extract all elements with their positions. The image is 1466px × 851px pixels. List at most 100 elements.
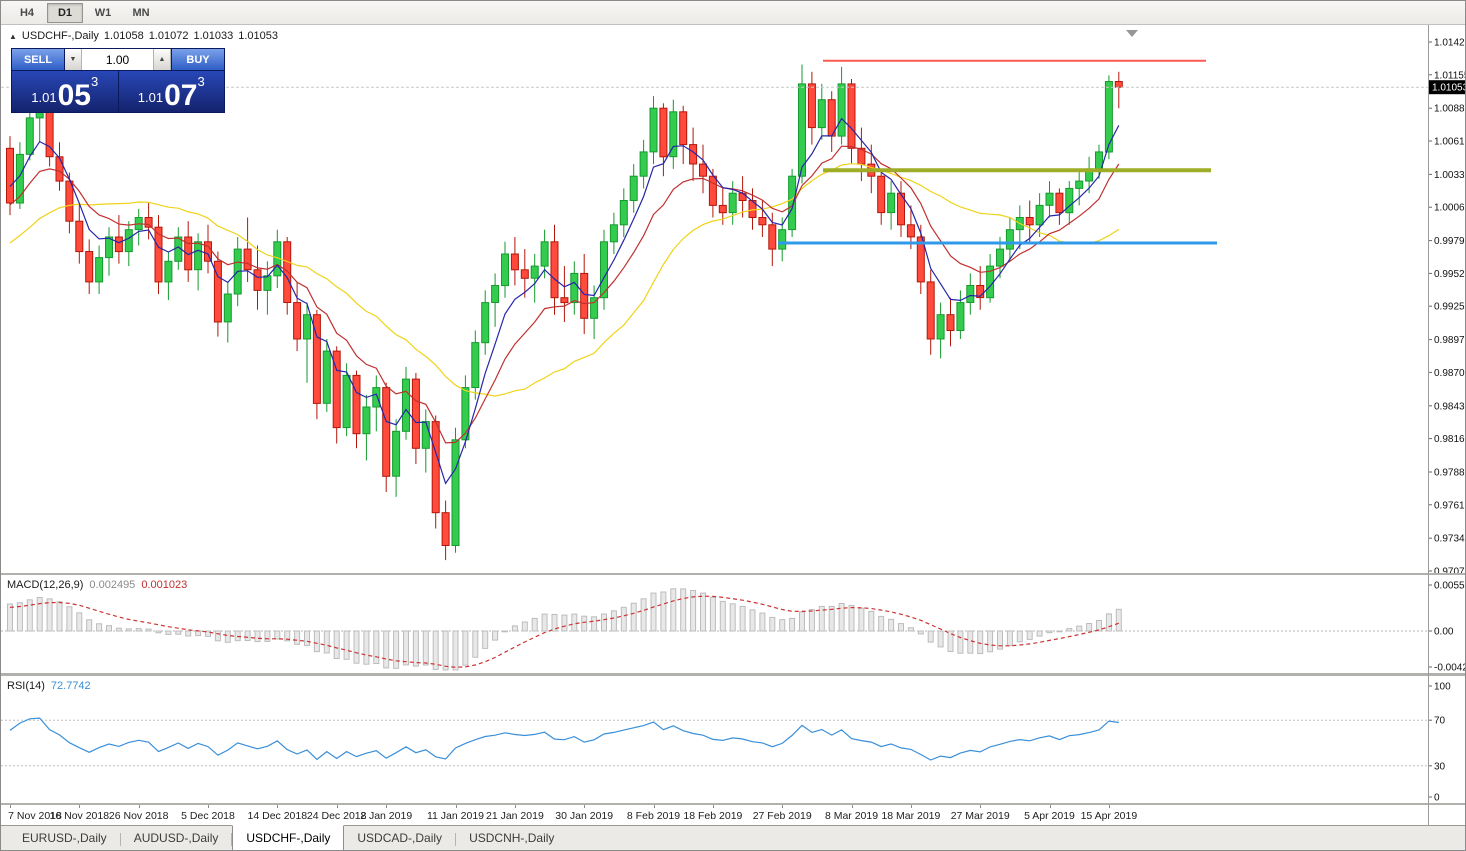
chart-shift-marker-icon[interactable] — [1126, 30, 1138, 37]
candle — [1005, 217, 1014, 262]
tab-usdcad-daily[interactable]: USDCAD-,Daily — [357, 831, 443, 845]
candle — [768, 212, 777, 267]
time-axis-tick — [910, 805, 912, 808]
candle — [530, 254, 539, 303]
sell-button[interactable]: SELL — [12, 49, 65, 70]
timeframe-button-mn[interactable]: MN — [132, 6, 150, 19]
tab-usdchf-daily[interactable]: USDCHF-,Daily — [232, 825, 345, 850]
tab-separator — [119, 833, 121, 846]
candle — [877, 168, 886, 225]
candle — [134, 209, 143, 246]
svg-text:1.01053: 1.01053 — [1432, 83, 1466, 94]
volume-decrement-button[interactable]: ▼ — [65, 49, 82, 70]
candle — [946, 297, 955, 347]
candle — [461, 375, 470, 449]
timeframe-button-w1[interactable]: W1 — [94, 6, 112, 19]
time-axis-tick — [980, 805, 982, 808]
ma-fast-line — [9, 117, 1120, 485]
candle — [1035, 193, 1044, 237]
svg-text:1.01155: 1.01155 — [1434, 70, 1466, 81]
buy-price-prefix: 1.01 — [137, 90, 164, 105]
chart-tab-bar: EURUSD-,Daily AUDUSD-,Daily USDCHF-,Dail… — [1, 825, 1465, 850]
candle — [817, 83, 826, 140]
candle — [263, 261, 272, 315]
time-axis-label: 18 Mar 2019 — [881, 810, 941, 822]
chart-open-value: 1.01058 — [103, 30, 144, 42]
chart-title: ▲ USDCHF-,Daily 1.01058 1.01072 1.01033 … — [9, 30, 278, 42]
volume-input[interactable] — [82, 51, 153, 68]
price-chart-canvas[interactable]: 1.01425 1.01155 1.00880 1.00610 1.00335 1.000… — [1, 25, 1466, 573]
candle — [788, 168, 797, 237]
candle — [45, 105, 54, 167]
candle — [609, 212, 618, 254]
panel-separator[interactable] — [1, 673, 1465, 676]
time-axis-label: 2 Jan 2019 — [360, 810, 413, 822]
time-axis[interactable]: 7 Nov 2018 16 Nov 2018 26 Nov 2018 5 Dec 20… — [1, 805, 1428, 825]
candle — [65, 172, 74, 234]
time-axis-tick — [653, 805, 655, 808]
trade-prices-row: 1.01 05 3 1.01 07 3 — [12, 71, 224, 112]
svg-text:100: 100 — [1434, 682, 1451, 693]
macd-axis[interactable]: 0.005571 0.00 -0.004224 — [1428, 581, 1466, 674]
candle — [540, 229, 549, 279]
buy-button[interactable]: BUY — [171, 49, 224, 70]
candle — [639, 139, 648, 189]
time-axis-label: 18 Feb 2019 — [683, 810, 743, 822]
candle — [966, 273, 975, 315]
rsi-axis[interactable]: 100 70 30 0 — [1428, 682, 1451, 804]
timeframe-button-h4[interactable]: H4 — [19, 6, 35, 19]
time-axis-label: 26 Nov 2018 — [108, 810, 169, 822]
rsi-name: RSI(14) — [7, 680, 45, 692]
candle — [1104, 75, 1113, 160]
candle — [154, 215, 163, 294]
timeframe-button-d1[interactable]: D1 — [47, 2, 83, 23]
panel-separator[interactable] — [1, 803, 1465, 805]
time-axis-label: 8 Feb 2019 — [626, 810, 681, 822]
candle — [471, 330, 480, 400]
volume-increment-button[interactable]: ▲ — [154, 49, 171, 70]
tab-separator — [455, 833, 457, 846]
buy-price-display[interactable]: 1.01 07 3 — [119, 71, 225, 112]
rsi-panel-canvas[interactable]: 100 70 30 0 — [1, 676, 1466, 803]
candle — [372, 375, 381, 432]
ma-medium-line — [9, 145, 1120, 444]
candles-layer — [6, 64, 1123, 561]
candle — [728, 181, 737, 225]
candle — [303, 302, 311, 383]
tab-eurusd-daily[interactable]: EURUSD-,Daily — [22, 831, 107, 845]
candle — [1055, 188, 1064, 225]
candle — [392, 419, 401, 497]
time-axis-label: 5 Apr 2019 — [1024, 810, 1075, 822]
svg-text:-0.004224: -0.004224 — [1434, 663, 1466, 674]
tab-audusd-daily[interactable]: AUDUSD-,Daily — [133, 831, 219, 845]
candle — [312, 309, 321, 420]
level-lines-layer — [778, 59, 1217, 245]
candle — [1065, 181, 1074, 225]
candle — [85, 239, 94, 294]
candle — [75, 202, 84, 264]
candle — [283, 237, 292, 315]
price-axis[interactable]: 1.01425 1.01155 1.00880 1.00610 1.00335 1.000… — [1428, 38, 1466, 574]
timeframe-toolbar: H4 D1 W1 MN — [1, 1, 1465, 25]
candle — [441, 500, 450, 561]
candle — [6, 136, 14, 216]
svg-text:0.005571: 0.005571 — [1434, 581, 1466, 592]
time-axis-tick — [712, 805, 714, 808]
candle — [293, 281, 302, 352]
tab-usdcnh-daily[interactable]: USDCNH-,Daily — [469, 831, 555, 845]
macd-panel-canvas[interactable]: 0.005571 0.00 -0.004224 — [1, 575, 1466, 673]
svg-text:0.97885: 0.97885 — [1434, 468, 1466, 479]
panel-separator[interactable] — [1, 573, 1465, 575]
candle — [184, 221, 193, 282]
candle — [520, 249, 529, 298]
candle — [837, 66, 846, 145]
time-axis-label: 11 Jan 2019 — [426, 810, 485, 822]
candle — [570, 261, 579, 315]
sell-price-display[interactable]: 1.01 05 3 — [12, 71, 119, 112]
